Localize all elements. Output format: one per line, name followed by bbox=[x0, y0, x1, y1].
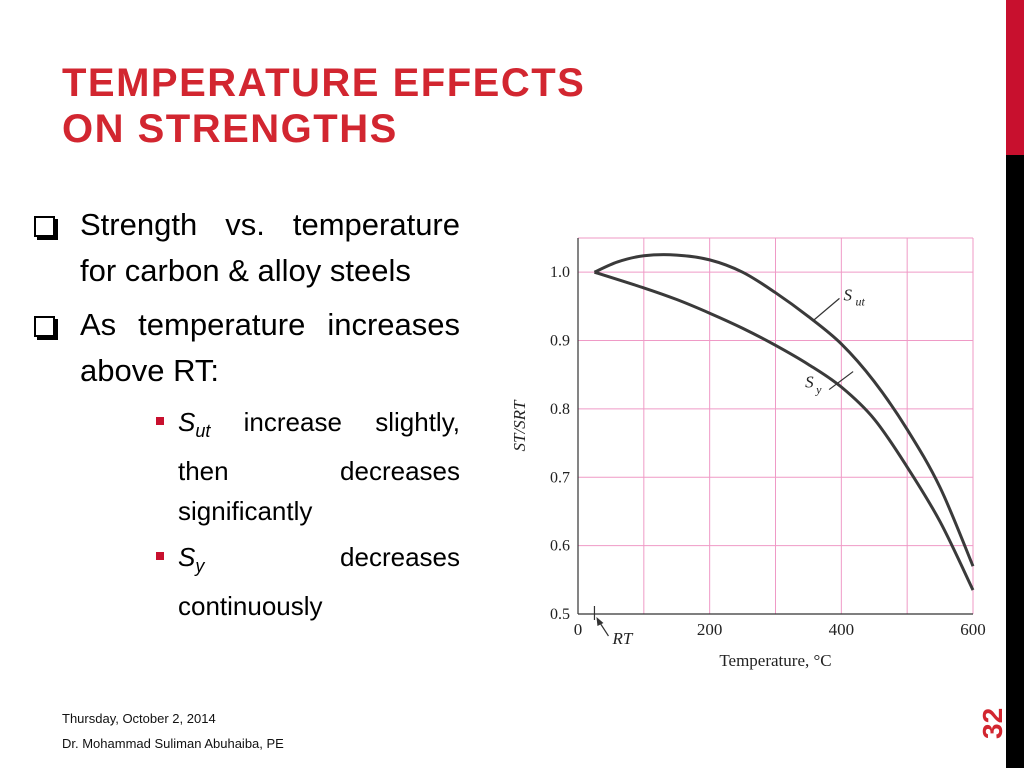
title-line-2: on Strengths bbox=[62, 107, 398, 151]
page-number: 32 bbox=[977, 707, 1008, 739]
slide-content: Strength vs. temperature for carbon & al… bbox=[34, 202, 460, 632]
x-tick-label: 400 bbox=[829, 620, 855, 639]
x-tick-label: 200 bbox=[697, 620, 723, 639]
checkbox-bullet-icon bbox=[34, 216, 55, 237]
y-tick-label: 0.6 bbox=[550, 538, 570, 555]
sut-curve-subscript: ut bbox=[855, 294, 865, 308]
sub-bullet-text-1: increase slightly, then decreases signif… bbox=[178, 407, 460, 526]
bullet-item-1: Strength vs. temperature for carbon & al… bbox=[34, 202, 460, 294]
sy-leader-line bbox=[828, 371, 854, 391]
chart-grid bbox=[577, 237, 974, 615]
accent-bar-red bbox=[1006, 0, 1024, 155]
square-bullet-icon bbox=[156, 417, 164, 425]
chart-series bbox=[593, 253, 975, 591]
y-tick-label: 0.7 bbox=[550, 469, 570, 486]
x-tick-label: 600 bbox=[960, 620, 986, 639]
bullet-item-2: As temperature increases above RT: bbox=[34, 302, 460, 394]
strength-temperature-chart: 0 200 400 600 0.5 0.6 0.7 0.8 0.9 1.0 Temperature,… bbox=[510, 237, 986, 670]
y-tick-label: 0.5 bbox=[550, 606, 570, 623]
sub-bullet-text-2: decreases continuously bbox=[178, 542, 460, 621]
footer-date: Thursday, October 2, 2014 bbox=[62, 711, 216, 726]
chart-axes bbox=[577, 238, 973, 615]
slide-title: Temperature Effects on Strengths bbox=[62, 60, 585, 152]
sy-curve-subscript: y bbox=[815, 383, 822, 397]
sut-subscript: ut bbox=[195, 421, 211, 441]
sy-symbol: S bbox=[178, 542, 196, 572]
sut-symbol: S bbox=[178, 407, 196, 437]
accent-bar-black bbox=[1006, 155, 1024, 768]
series-line-sut bbox=[593, 253, 975, 567]
y-tick-label: 0.9 bbox=[550, 333, 570, 350]
checkbox-bullet-icon bbox=[34, 316, 55, 337]
y-tick-label: 1.0 bbox=[550, 264, 570, 281]
sut-curve-label: S bbox=[843, 285, 852, 304]
rt-arrow-head bbox=[596, 617, 604, 626]
square-bullet-icon bbox=[156, 552, 164, 560]
x-tick-label: 0 bbox=[574, 620, 583, 639]
sy-subscript: y bbox=[195, 556, 205, 576]
chart-labels: 0 200 400 600 0.5 0.6 0.7 0.8 0.9 1.0 Temperature,… bbox=[510, 264, 986, 670]
title-line-1: Temperature Effects bbox=[62, 61, 586, 105]
sy-curve-label: S bbox=[805, 373, 814, 392]
y-tick-label: 0.8 bbox=[550, 401, 570, 418]
bullet-text-2: As temperature increases above RT: bbox=[80, 307, 460, 388]
x-axis-label: Temperature, °C bbox=[719, 651, 831, 670]
y-axis-label: ST/SRT bbox=[510, 399, 529, 452]
rt-label: RT bbox=[611, 629, 633, 648]
sut-leader-line bbox=[813, 297, 840, 321]
footer-author: Dr. Mohammad Suliman Abuhaiba, PE bbox=[62, 736, 284, 751]
series-line-sy bbox=[594, 270, 975, 591]
sub-bullet-item-1: Sut increase slightly, then decreases si… bbox=[156, 402, 460, 531]
sub-bullet-item-2: Sy decreases continuously bbox=[156, 537, 460, 626]
bullet-text-1: Strength vs. temperature for carbon & al… bbox=[80, 207, 460, 288]
